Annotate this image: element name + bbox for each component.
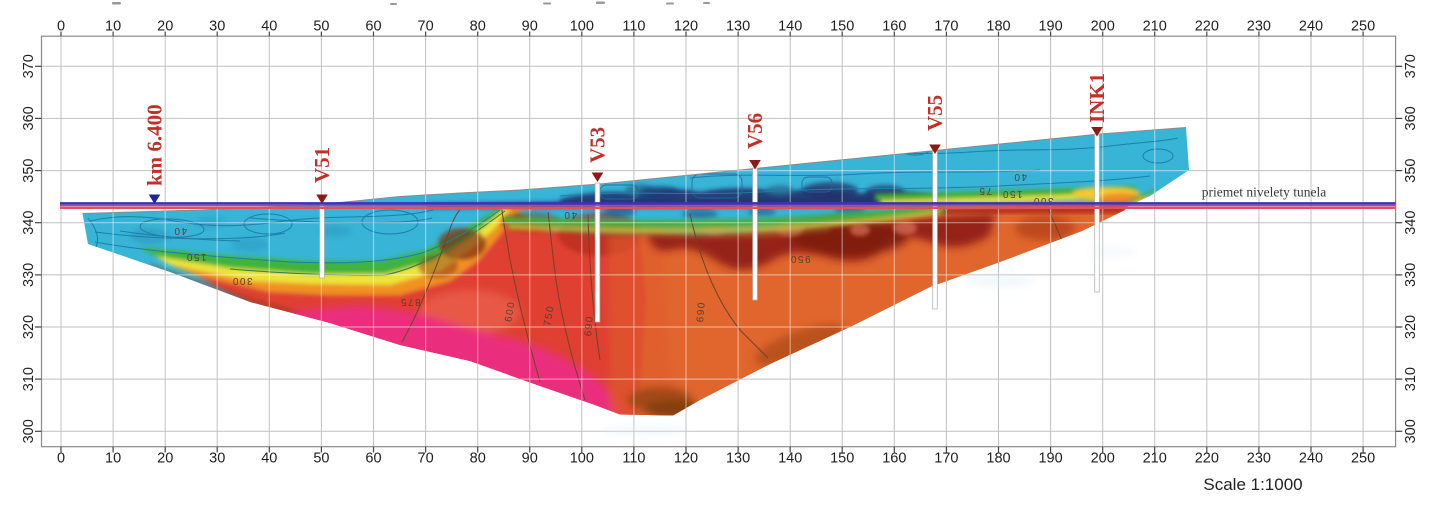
svg-text:360: 360 — [21, 106, 37, 130]
svg-text:210: 210 — [1143, 451, 1167, 467]
svg-text:690: 690 — [695, 301, 708, 323]
svg-text:220: 220 — [1195, 19, 1219, 35]
svg-text:40: 40 — [261, 451, 277, 467]
svg-text:Scale 1:1000: Scale 1:1000 — [1203, 475, 1302, 494]
svg-text:190: 190 — [1038, 451, 1062, 467]
svg-text:40: 40 — [1013, 171, 1027, 182]
svg-text:INK1: INK1 — [1085, 73, 1109, 123]
svg-text:40: 40 — [261, 19, 277, 35]
svg-text:V56: V56 — [743, 113, 767, 149]
svg-text:240: 240 — [1299, 19, 1323, 35]
svg-text:340: 340 — [1403, 211, 1419, 235]
svg-text:300: 300 — [231, 275, 252, 286]
svg-text:210: 210 — [1143, 19, 1167, 35]
svg-text:180: 180 — [986, 451, 1010, 467]
svg-text:75: 75 — [978, 185, 992, 196]
svg-text:150: 150 — [830, 19, 854, 35]
svg-text:priemet nivelety tunela: priemet nivelety tunela — [1202, 185, 1326, 200]
svg-text:V55: V55 — [923, 95, 947, 131]
svg-text:110: 110 — [622, 451, 645, 467]
svg-text:230: 230 — [1247, 19, 1271, 35]
svg-text:km 6.400: km 6.400 — [143, 104, 167, 186]
svg-text:320: 320 — [21, 315, 37, 339]
svg-text:300: 300 — [1032, 195, 1053, 206]
svg-text:V53: V53 — [586, 127, 610, 163]
svg-text:875: 875 — [399, 296, 420, 307]
svg-text:150: 150 — [185, 251, 206, 262]
svg-text:310: 310 — [21, 367, 37, 391]
svg-text:160: 160 — [882, 19, 906, 35]
svg-text:160: 160 — [882, 451, 906, 467]
svg-text:50: 50 — [313, 451, 329, 467]
svg-text:330: 330 — [21, 263, 37, 287]
svg-text:190: 190 — [1038, 19, 1062, 35]
svg-text:230: 230 — [1247, 451, 1271, 467]
svg-text:240: 240 — [1299, 451, 1323, 467]
svg-text:20: 20 — [157, 451, 173, 467]
svg-text:200: 200 — [1091, 19, 1115, 35]
svg-text:220: 220 — [1195, 451, 1219, 467]
svg-text:140: 140 — [778, 451, 802, 467]
svg-text:100: 100 — [570, 19, 594, 35]
svg-text:180: 180 — [986, 19, 1010, 35]
svg-text:110: 110 — [622, 19, 645, 35]
svg-text:690: 690 — [583, 315, 596, 337]
svg-text:70: 70 — [418, 19, 434, 35]
svg-text:50: 50 — [313, 19, 329, 35]
svg-text:150: 150 — [1001, 188, 1022, 199]
svg-text:40: 40 — [563, 209, 577, 220]
svg-text:350: 350 — [1403, 158, 1419, 182]
svg-text:40: 40 — [173, 225, 187, 236]
svg-text:10: 10 — [105, 451, 121, 467]
svg-text:10: 10 — [105, 19, 121, 35]
svg-text:0: 0 — [57, 19, 65, 35]
svg-text:120: 120 — [674, 451, 698, 467]
svg-text:90: 90 — [522, 19, 538, 35]
svg-text:30: 30 — [209, 19, 225, 35]
svg-text:70: 70 — [418, 451, 434, 467]
svg-text:60: 60 — [365, 451, 381, 467]
svg-text:340: 340 — [21, 211, 37, 235]
svg-text:130: 130 — [726, 451, 750, 467]
svg-text:360: 360 — [1403, 106, 1419, 130]
svg-text:20: 20 — [157, 19, 173, 35]
svg-text:320: 320 — [1403, 315, 1419, 339]
svg-text:200: 200 — [1091, 451, 1115, 467]
svg-text:370: 370 — [1403, 54, 1419, 78]
svg-text:90: 90 — [522, 451, 538, 467]
svg-text:300: 300 — [1403, 419, 1419, 443]
svg-text:350: 350 — [21, 158, 37, 182]
svg-text:170: 170 — [934, 451, 958, 467]
svg-text:600: 600 — [503, 300, 518, 323]
svg-text:370: 370 — [21, 54, 37, 78]
svg-text:120: 120 — [674, 19, 698, 35]
svg-text:60: 60 — [365, 19, 381, 35]
svg-text:300: 300 — [21, 419, 37, 443]
svg-text:80: 80 — [470, 451, 486, 467]
svg-text:140: 140 — [778, 19, 802, 35]
svg-text:330: 330 — [1403, 263, 1419, 287]
svg-text:750: 750 — [542, 304, 557, 327]
svg-text:950: 950 — [789, 253, 810, 264]
svg-text:80: 80 — [470, 19, 486, 35]
svg-text:250: 250 — [1351, 451, 1375, 467]
svg-text:150: 150 — [830, 451, 854, 467]
svg-text:0: 0 — [57, 451, 65, 467]
svg-text:100: 100 — [570, 451, 594, 467]
svg-text:250: 250 — [1351, 19, 1375, 35]
svg-text:130: 130 — [726, 19, 750, 35]
svg-text:170: 170 — [934, 19, 958, 35]
svg-text:310: 310 — [1403, 367, 1419, 391]
svg-text:V51: V51 — [310, 147, 334, 183]
svg-text:30: 30 — [209, 451, 225, 467]
